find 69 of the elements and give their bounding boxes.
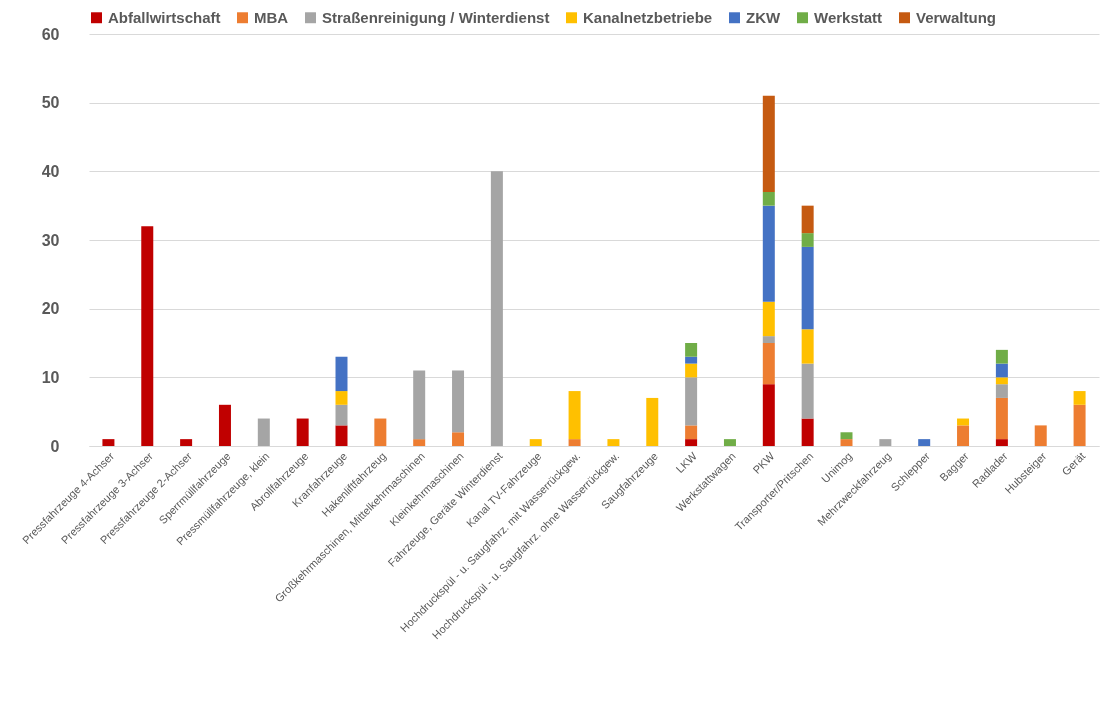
bar [840, 439, 853, 446]
y-tick-label: 0 [50, 437, 60, 455]
bar [723, 439, 736, 446]
bar [995, 397, 1008, 440]
bar [801, 418, 814, 446]
legend-label: Straßenreinigung / Winterdienst [322, 8, 550, 26]
bar [685, 343, 698, 357]
bar [646, 397, 659, 446]
bar [568, 439, 581, 446]
bar [762, 343, 775, 385]
legend-label: Verwaltung [916, 8, 997, 26]
bar [568, 391, 581, 440]
bar [685, 356, 698, 364]
legend-label: ZKW [746, 8, 781, 26]
bar [840, 432, 853, 440]
bar [762, 95, 775, 192]
bar [801, 233, 814, 247]
y-tick-label: 30 [41, 231, 60, 249]
bar [335, 356, 348, 392]
bar [918, 439, 931, 446]
bar [452, 432, 465, 446]
y-tick-label: 50 [41, 94, 60, 112]
bar [413, 370, 426, 440]
bar [762, 336, 775, 343]
bar [685, 439, 698, 446]
y-tick-label: 40 [41, 162, 60, 180]
legend-label: MBA [254, 8, 289, 26]
bar [607, 439, 620, 446]
bar [1073, 391, 1086, 405]
bar [296, 418, 309, 446]
bar [141, 226, 154, 446]
y-tick-label: 60 [41, 25, 60, 43]
y-tick-label: 20 [41, 300, 60, 318]
y-tick-label: 10 [41, 368, 60, 386]
bar [995, 363, 1008, 378]
bar [762, 301, 775, 337]
bar [335, 391, 348, 405]
bar [490, 171, 503, 446]
bar [413, 439, 426, 446]
bar [957, 425, 970, 446]
bar [995, 384, 1008, 398]
bar [1073, 404, 1086, 446]
bar [452, 370, 465, 433]
bar [529, 439, 542, 446]
bar [801, 329, 814, 364]
bar [801, 363, 814, 419]
bar [335, 425, 348, 446]
bar [801, 246, 814, 330]
bar [180, 439, 193, 446]
bar [995, 439, 1008, 446]
bar [995, 349, 1008, 364]
bar [801, 205, 814, 234]
legend-label: Kanalnetzbetriebe [583, 8, 713, 26]
bar [762, 205, 775, 302]
legend-label: Abfallwirtschaft [108, 8, 221, 26]
bar [102, 439, 115, 446]
bar [218, 404, 231, 446]
legend-label: Werkstatt [814, 8, 883, 26]
bar [685, 363, 698, 378]
bar [374, 418, 387, 446]
bar [335, 404, 348, 426]
bar [995, 377, 1008, 385]
bar [879, 439, 892, 446]
bar [1034, 425, 1047, 446]
bar [762, 191, 775, 206]
bar [685, 377, 698, 426]
bar [257, 418, 270, 446]
bar [685, 425, 698, 440]
bar [762, 384, 775, 446]
